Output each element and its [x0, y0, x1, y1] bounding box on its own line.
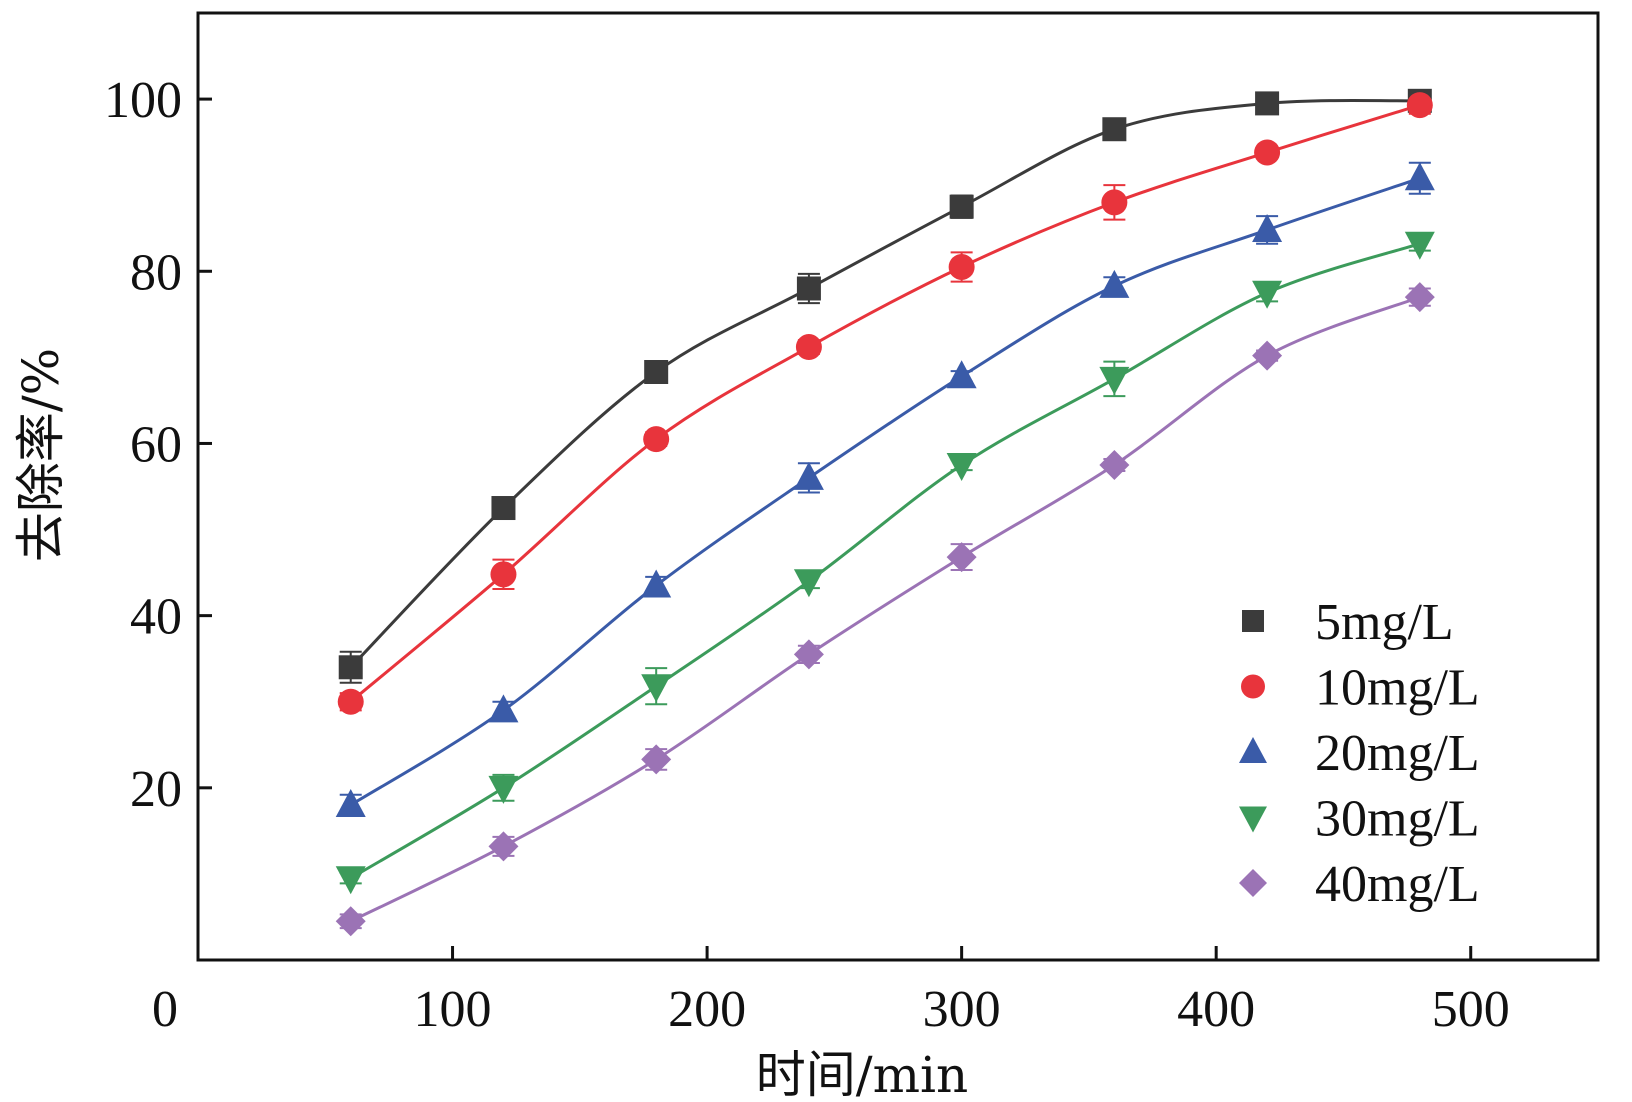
- point-40mg/L-120: [488, 831, 519, 862]
- point-10mg/L-120: [490, 561, 517, 588]
- x-axis-title: 时间/min: [756, 1046, 968, 1102]
- legend-marker-5mg/L: [1242, 610, 1264, 632]
- point-30mg/L-360: [1099, 366, 1130, 395]
- axis-ticks: [198, 97, 1473, 960]
- point-30mg/L-240: [793, 569, 824, 598]
- point-10mg/L-480: [1406, 92, 1433, 119]
- point-20mg/L-480: [1404, 162, 1435, 191]
- x-tick-label-300: 300: [923, 981, 1001, 1038]
- point-5mg/L-60: [338, 655, 363, 680]
- legend-label-5mg/L: 5mg/L: [1315, 594, 1454, 651]
- y-tick-label-100: 100: [104, 72, 182, 129]
- point-10mg/L-420: [1254, 139, 1281, 166]
- point-5mg/L-120: [491, 496, 516, 521]
- legend-label-20mg/L: 20mg/L: [1315, 725, 1480, 782]
- plot-frame: [196, 11, 1600, 962]
- point-30mg/L-420: [1252, 280, 1283, 309]
- y-tick-labels: 20 40 60 80 100: [104, 72, 182, 818]
- point-20mg/L-120: [488, 694, 519, 723]
- point-30mg/L-480: [1404, 231, 1435, 260]
- y-tick-label-80: 80: [130, 244, 182, 301]
- y-tick-label-60: 60: [130, 416, 182, 473]
- y-tick-label-40: 40: [130, 589, 182, 646]
- point-5mg/L-420: [1255, 91, 1280, 116]
- point-10mg/L-300: [948, 253, 975, 280]
- point-20mg/L-60: [335, 789, 366, 818]
- x-tick-labels: 100 200 300 400 500: [414, 981, 1510, 1038]
- point-40mg/L-180: [641, 744, 672, 775]
- point-20mg/L-180: [641, 569, 672, 598]
- point-40mg/L-360: [1099, 449, 1130, 480]
- legend-marker-20mg/L: [1239, 737, 1267, 763]
- point-40mg/L-420: [1252, 340, 1283, 371]
- legend-marker-30mg/L: [1239, 806, 1267, 833]
- legend-label-30mg/L: 30mg/L: [1315, 791, 1480, 848]
- point-5mg/L-240: [796, 276, 821, 301]
- point-10mg/L-360: [1101, 189, 1128, 216]
- point-30mg/L-60: [335, 866, 366, 895]
- point-20mg/L-300: [946, 360, 977, 389]
- y-axis-title: 去除率/%: [12, 348, 70, 562]
- data-markers: [335, 88, 1435, 937]
- legend: 5mg/L 10mg/L 20mg/L 30mg/L 40mg/L: [1239, 594, 1480, 913]
- point-20mg/L-420: [1252, 213, 1283, 242]
- point-5mg/L-180: [644, 359, 669, 384]
- point-20mg/L-240: [793, 461, 824, 490]
- y-tick-label-20: 20: [130, 761, 182, 818]
- point-10mg/L-60: [337, 688, 364, 715]
- curve-20mg/L: [349, 176, 1421, 807]
- origin-tick-label: 0: [152, 981, 178, 1038]
- x-tick-label-500: 500: [1432, 981, 1510, 1038]
- point-30mg/L-120: [488, 775, 519, 804]
- point-10mg/L-180: [643, 426, 670, 453]
- x-tick-label-400: 400: [1177, 981, 1255, 1038]
- legend-marker-10mg/L: [1241, 674, 1265, 699]
- point-10mg/L-240: [795, 334, 822, 361]
- legend-label-10mg/L: 10mg/L: [1315, 660, 1480, 717]
- point-40mg/L-60: [335, 906, 366, 937]
- point-20mg/L-360: [1099, 269, 1130, 298]
- point-40mg/L-300: [946, 542, 977, 573]
- legend-label-40mg/L: 40mg/L: [1315, 856, 1480, 913]
- point-5mg/L-360: [1102, 117, 1127, 142]
- legend-marker-40mg/L: [1239, 869, 1267, 897]
- point-40mg/L-240: [793, 639, 824, 670]
- curve-40mg/L: [350, 295, 1421, 923]
- curve-30mg/L: [349, 242, 1421, 880]
- x-tick-label-100: 100: [414, 981, 492, 1038]
- point-30mg/L-300: [946, 452, 977, 481]
- point-40mg/L-480: [1404, 282, 1435, 313]
- x-tick-label-200: 200: [668, 981, 746, 1038]
- point-30mg/L-180: [641, 674, 672, 703]
- point-5mg/L-300: [949, 194, 974, 219]
